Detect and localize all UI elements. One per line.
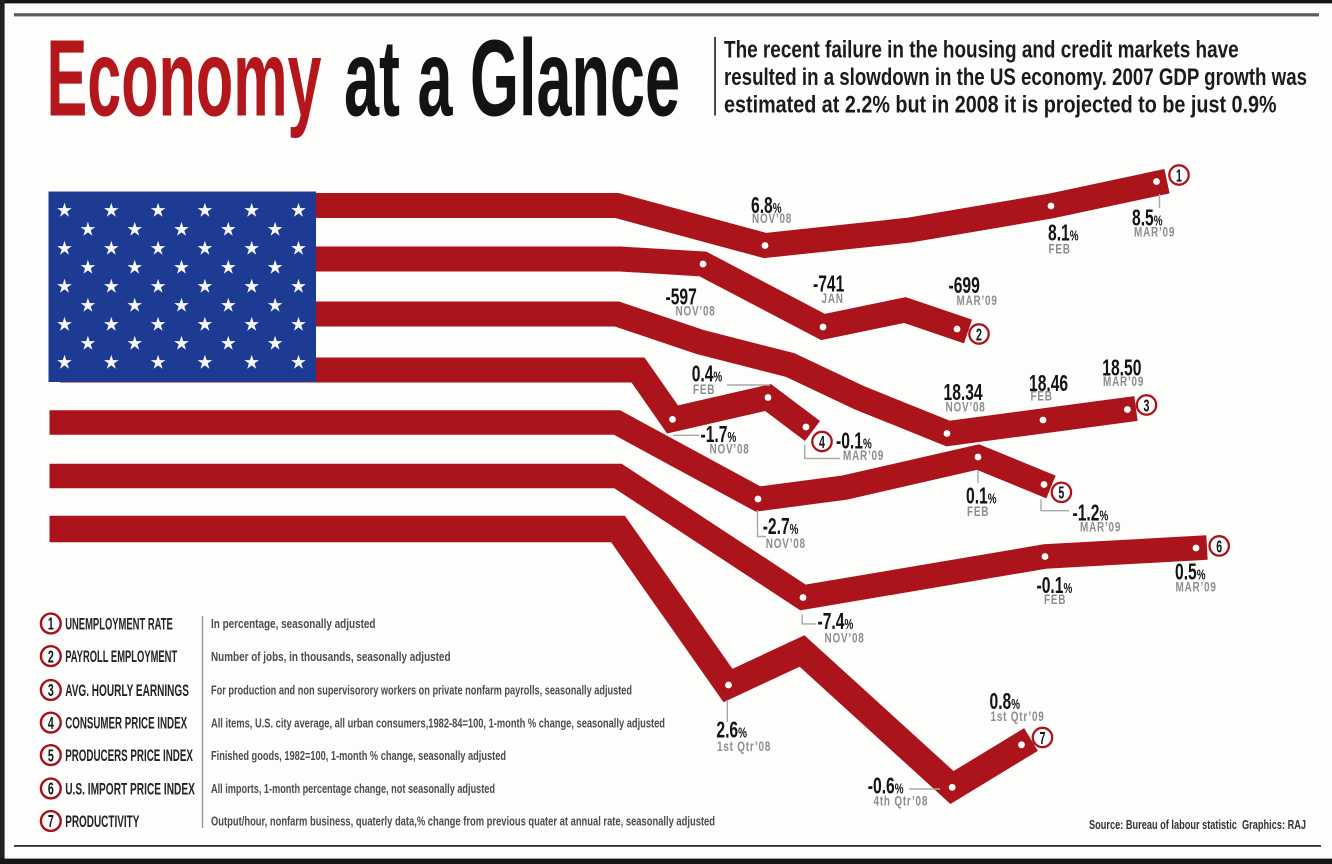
svg-text:at a Glance: at a Glance — [344, 18, 680, 140]
svg-text:MAR’09: MAR’09 — [1103, 373, 1144, 389]
svg-text:5: 5 — [1058, 484, 1064, 503]
svg-text:1st Qtr’08: 1st Qtr’08 — [717, 738, 771, 754]
svg-text:NOV’08: NOV’08 — [752, 211, 792, 227]
svg-text:FEB: FEB — [693, 382, 715, 398]
svg-text:Output/hour, nonfarm business,: Output/hour, nonfarm business, quaterly … — [211, 814, 715, 829]
svg-text:AVG. HOURLY EARNINGS: AVG. HOURLY EARNINGS — [65, 682, 189, 700]
svg-text:MAR’09: MAR’09 — [957, 292, 998, 308]
svg-text:4: 4 — [48, 714, 54, 733]
svg-text:Source: Bureau of labour stati: Source: Bureau of labour statistic Graph… — [1089, 817, 1306, 832]
svg-text:3: 3 — [1144, 397, 1150, 416]
svg-text:NOV’08: NOV’08 — [676, 303, 716, 319]
svg-text:-597: -597 — [666, 285, 697, 311]
svg-text:Number of jobs, in thousands,: Number of jobs, in thousands, seasonally… — [211, 649, 451, 664]
svg-text:In percentage, seasonally adju: In percentage, seasonally adjusted — [211, 616, 376, 631]
svg-text:1: 1 — [1176, 167, 1182, 186]
svg-text:-699: -699 — [949, 273, 980, 299]
svg-text:7: 7 — [1040, 729, 1046, 748]
svg-text:7: 7 — [48, 813, 54, 832]
svg-text:5: 5 — [48, 747, 54, 766]
svg-text:-741: -741 — [813, 272, 844, 298]
svg-text:Finished goods, 1982=100, 1-mo: Finished goods, 1982=100, 1-month % chan… — [211, 748, 506, 763]
svg-text:FEB: FEB — [1031, 388, 1053, 404]
svg-text:2: 2 — [48, 648, 54, 667]
svg-text:18.46: 18.46 — [1029, 371, 1068, 397]
svg-text:PRODUCTIVITY: PRODUCTIVITY — [65, 813, 139, 831]
svg-text:MAR’09: MAR’09 — [843, 447, 884, 463]
svg-text:6: 6 — [48, 780, 54, 799]
svg-text:Economy: Economy — [47, 18, 322, 140]
svg-text:estimated at 2.2% but in 2008: estimated at 2.2% but in 2008 it is proj… — [724, 92, 1277, 119]
svg-text:PRODUCERS PRICE INDEX: PRODUCERS PRICE INDEX — [65, 747, 193, 765]
svg-text:3: 3 — [48, 682, 54, 701]
svg-text:18.50: 18.50 — [1102, 356, 1141, 382]
svg-text:6: 6 — [1216, 538, 1222, 557]
svg-text:FEB: FEB — [1049, 241, 1071, 257]
svg-text:NOV’08: NOV’08 — [710, 441, 750, 457]
svg-text:FEB: FEB — [967, 503, 989, 519]
svg-text:U.S. IMPORT PRICE INDEX: U.S. IMPORT PRICE INDEX — [65, 781, 195, 799]
svg-text:UNEMPLOYMENT RATE: UNEMPLOYMENT RATE — [65, 616, 173, 634]
svg-text:CONSUMER PRICE INDEX: CONSUMER PRICE INDEX — [65, 715, 187, 733]
svg-text:FEB: FEB — [1044, 591, 1066, 607]
svg-text:18.34: 18.34 — [944, 380, 983, 406]
svg-text:All items, U.S. city average,: All items, U.S. city average, all urban … — [211, 715, 665, 730]
svg-text:The recent failure in the hous: The recent failure in the housing and cr… — [724, 36, 1239, 63]
svg-text:MAR’09: MAR’09 — [1134, 224, 1175, 240]
svg-text:All imports, 1-month percentag: All imports, 1-month percentage change, … — [211, 781, 495, 796]
svg-text:NOV’08: NOV’08 — [766, 535, 806, 551]
svg-text:1: 1 — [48, 615, 54, 634]
svg-text:2: 2 — [976, 326, 982, 345]
svg-text:For production and non supervi: For production and non supervisorory wor… — [211, 683, 632, 698]
svg-text:1st Qtr’09: 1st Qtr’09 — [991, 708, 1045, 724]
svg-text:resulted in a slowdown in the: resulted in a slowdown in the US economy… — [724, 64, 1307, 91]
svg-text:PAYROLL EMPLOYMENT: PAYROLL EMPLOYMENT — [65, 648, 177, 666]
svg-text:MAR’09: MAR’09 — [1080, 519, 1121, 535]
svg-text:4: 4 — [819, 433, 826, 452]
svg-text:NOV’08: NOV’08 — [825, 630, 865, 646]
svg-text:4th Qtr’08: 4th Qtr’08 — [874, 793, 929, 809]
svg-text:NOV’08: NOV’08 — [946, 399, 986, 415]
svg-text:JAN: JAN — [822, 290, 844, 306]
svg-text:MAR’09: MAR’09 — [1176, 579, 1217, 595]
